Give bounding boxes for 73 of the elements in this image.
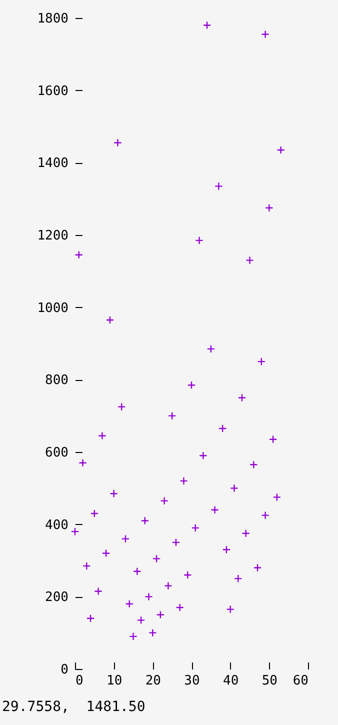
point [121, 534, 130, 543]
point [148, 628, 157, 637]
x-tick-label: 30 [184, 674, 200, 688]
point [218, 424, 227, 433]
point [82, 562, 91, 570]
point [74, 250, 84, 260]
point [98, 432, 106, 440]
x-tick-label: 10 [106, 674, 122, 688]
point [206, 344, 216, 354]
point [125, 600, 134, 608]
point [132, 567, 142, 576]
point [114, 138, 122, 147]
x-tick-label: 40 [223, 674, 239, 688]
y-tick-label: 600 [45, 446, 68, 460]
point [276, 146, 285, 154]
y-tick-label: 400 [45, 518, 68, 533]
point [136, 616, 146, 624]
point [140, 516, 150, 525]
point [195, 236, 204, 245]
point [160, 496, 168, 505]
point [261, 511, 270, 520]
y-tick-label: 1800 [37, 12, 68, 26]
x-tick-label: 0 [76, 674, 84, 688]
y-tick-label: 1000 [37, 300, 68, 316]
point [78, 458, 87, 467]
y-tick-label: 200 [45, 590, 68, 606]
point [191, 524, 200, 532]
y-tick-label: 800 [45, 373, 68, 388]
point [242, 529, 250, 538]
point [106, 316, 114, 324]
point [180, 476, 188, 486]
point [265, 204, 274, 212]
point [238, 394, 246, 402]
point [152, 554, 161, 563]
point [253, 564, 262, 572]
point [117, 402, 126, 411]
point [94, 587, 102, 596]
point [199, 451, 208, 460]
point [86, 614, 95, 623]
point [214, 182, 223, 190]
point [168, 412, 176, 420]
x-tick-label: 20 [145, 674, 161, 688]
point [210, 506, 219, 514]
x-tick-label: 50 [262, 674, 278, 688]
point [110, 489, 118, 498]
y-tick-label: 1600 [37, 84, 68, 99]
text: 29.7558, 1481.50 [2, 699, 146, 715]
y-tick-label: 1400 [37, 156, 68, 172]
point [90, 509, 99, 518]
point [234, 574, 242, 583]
point [226, 605, 234, 614]
point [102, 549, 110, 558]
point [176, 603, 184, 612]
point [272, 493, 282, 502]
point [202, 21, 212, 30]
point [268, 435, 278, 444]
y-tick-label: 1200 [37, 228, 68, 244]
point [230, 484, 238, 492]
x-tick-label: 60 [292, 674, 308, 688]
point [261, 30, 270, 38]
point [156, 610, 165, 619]
point [187, 380, 196, 390]
point [70, 527, 80, 536]
point [222, 546, 231, 554]
point [249, 460, 258, 469]
point [246, 256, 254, 264]
point [144, 592, 153, 601]
point [257, 357, 266, 366]
point [183, 570, 192, 580]
point [129, 632, 138, 641]
point [164, 582, 172, 590]
point [172, 538, 180, 547]
y-tick-label: 0 [60, 662, 68, 678]
